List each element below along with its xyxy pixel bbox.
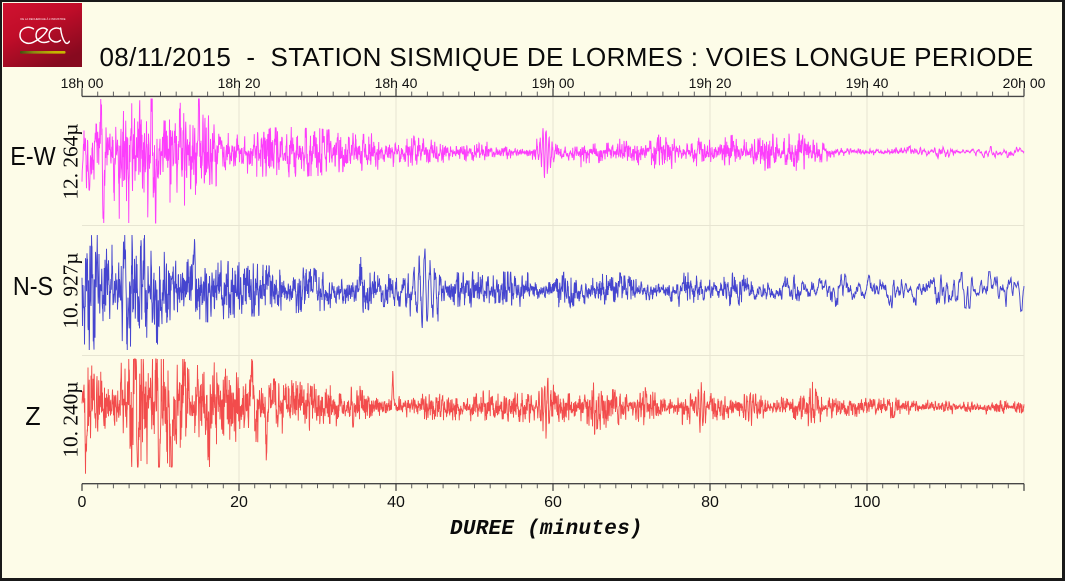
svg-text:DE LA RECHERCHE À L'INDUSTRIE: DE LA RECHERCHE À L'INDUSTRIE bbox=[20, 17, 65, 21]
